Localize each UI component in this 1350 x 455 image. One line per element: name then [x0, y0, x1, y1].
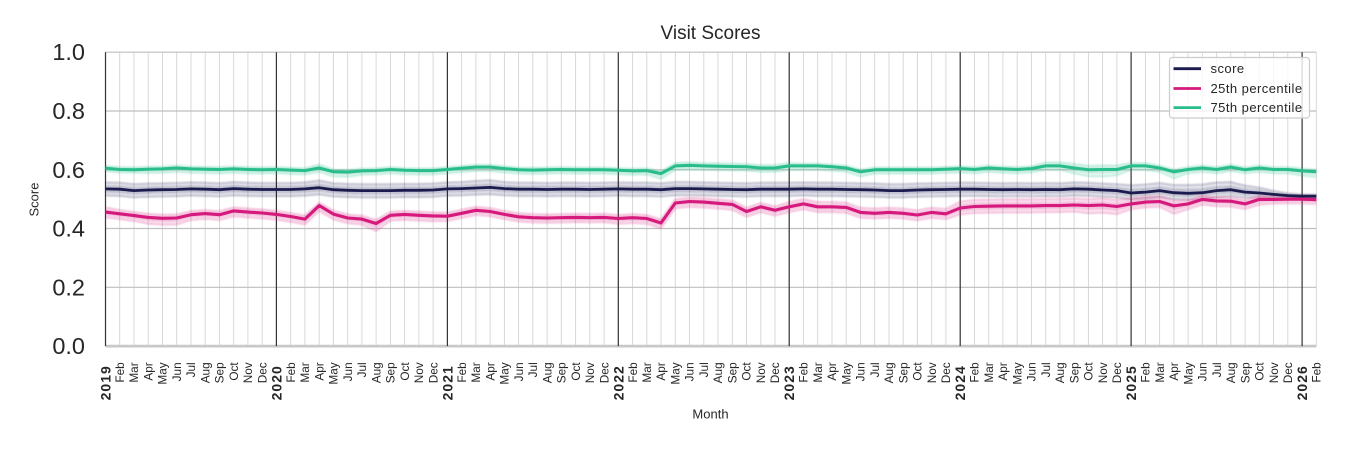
- svg-text:score: score: [1211, 61, 1245, 76]
- svg-text:0.4: 0.4: [52, 216, 85, 242]
- svg-text:Nov: Nov: [412, 362, 426, 383]
- svg-text:2023: 2023: [781, 365, 797, 400]
- svg-text:Sep: Sep: [213, 362, 227, 383]
- svg-text:Sep: Sep: [896, 362, 910, 383]
- svg-text:Nov: Nov: [583, 362, 597, 383]
- svg-text:Sep: Sep: [384, 362, 398, 383]
- svg-text:Jun: Jun: [683, 362, 697, 381]
- svg-text:May: May: [669, 362, 683, 384]
- svg-text:0.8: 0.8: [52, 98, 85, 124]
- svg-text:May: May: [1010, 362, 1024, 384]
- svg-text:Nov: Nov: [754, 362, 768, 383]
- svg-text:Apr: Apr: [825, 362, 839, 380]
- svg-text:Jul: Jul: [526, 362, 540, 377]
- svg-text:Feb: Feb: [968, 362, 982, 383]
- svg-text:Jun: Jun: [1196, 362, 1210, 381]
- svg-text:Visit Scores: Visit Scores: [661, 23, 761, 44]
- svg-text:Nov: Nov: [1267, 362, 1281, 383]
- svg-text:Mar: Mar: [1153, 362, 1167, 382]
- svg-text:Jun: Jun: [854, 362, 868, 381]
- svg-text:2024: 2024: [952, 365, 968, 400]
- svg-text:May: May: [498, 362, 512, 384]
- svg-text:Oct: Oct: [569, 362, 583, 381]
- svg-text:75th percentile: 75th percentile: [1211, 100, 1303, 115]
- svg-text:Jul: Jul: [697, 362, 711, 377]
- svg-text:2021: 2021: [439, 365, 455, 400]
- svg-text:Dec: Dec: [597, 362, 611, 383]
- svg-text:Jun: Jun: [341, 362, 355, 381]
- svg-text:Sep: Sep: [555, 362, 569, 383]
- svg-text:Feb: Feb: [455, 362, 469, 383]
- svg-text:Oct: Oct: [740, 362, 754, 381]
- svg-text:Dec: Dec: [255, 362, 269, 383]
- svg-text:Feb: Feb: [113, 362, 127, 383]
- svg-text:Mar: Mar: [127, 362, 141, 382]
- svg-text:Mar: Mar: [982, 362, 996, 382]
- svg-text:Aug: Aug: [711, 362, 725, 383]
- svg-text:0.6: 0.6: [52, 157, 85, 183]
- svg-text:0.0: 0.0: [52, 333, 85, 359]
- svg-text:Dec: Dec: [768, 362, 782, 383]
- svg-text:Oct: Oct: [398, 362, 412, 381]
- svg-text:Aug: Aug: [198, 362, 212, 383]
- svg-text:Oct: Oct: [1082, 362, 1096, 381]
- svg-text:Jul: Jul: [184, 362, 198, 377]
- svg-text:Sep: Sep: [1067, 362, 1081, 383]
- svg-text:2019: 2019: [98, 365, 114, 400]
- svg-text:Apr: Apr: [1167, 362, 1181, 380]
- svg-text:1.0: 1.0: [52, 39, 85, 65]
- svg-text:Month: Month: [692, 406, 728, 421]
- svg-text:Jul: Jul: [355, 362, 369, 377]
- svg-text:Dec: Dec: [1281, 362, 1295, 383]
- svg-text:Aug: Aug: [1053, 362, 1067, 383]
- svg-text:May: May: [839, 362, 853, 384]
- svg-text:Mar: Mar: [811, 362, 825, 382]
- svg-text:Apr: Apr: [483, 362, 497, 380]
- svg-text:Aug: Aug: [540, 362, 554, 383]
- svg-text:Nov: Nov: [925, 362, 939, 383]
- svg-text:Dec: Dec: [426, 362, 440, 383]
- svg-text:Feb: Feb: [1139, 362, 1153, 383]
- svg-text:Mar: Mar: [298, 362, 312, 382]
- svg-text:Feb: Feb: [1310, 362, 1324, 383]
- svg-text:2022: 2022: [610, 365, 626, 400]
- svg-text:Aug: Aug: [882, 362, 896, 383]
- svg-text:Dec: Dec: [939, 362, 953, 383]
- svg-text:Jun: Jun: [512, 362, 526, 381]
- svg-text:Sep: Sep: [726, 362, 740, 383]
- svg-text:Dec: Dec: [1110, 362, 1124, 383]
- svg-text:Oct: Oct: [1253, 362, 1267, 381]
- svg-text:Nov: Nov: [1096, 362, 1110, 383]
- svg-text:May: May: [327, 362, 341, 384]
- svg-text:Jun: Jun: [1025, 362, 1039, 381]
- svg-text:Apr: Apr: [996, 362, 1010, 380]
- svg-text:May: May: [1181, 362, 1195, 384]
- svg-text:Aug: Aug: [369, 362, 383, 383]
- svg-text:Feb: Feb: [626, 362, 640, 383]
- svg-text:Feb: Feb: [284, 362, 298, 383]
- svg-text:Jul: Jul: [1039, 362, 1053, 377]
- svg-text:Apr: Apr: [312, 362, 326, 380]
- svg-text:Jun: Jun: [170, 362, 184, 381]
- svg-text:Oct: Oct: [911, 362, 925, 381]
- svg-text:2026: 2026: [1294, 365, 1310, 400]
- svg-text:Nov: Nov: [241, 362, 255, 383]
- svg-text:Oct: Oct: [227, 362, 241, 381]
- svg-text:Jul: Jul: [868, 362, 882, 377]
- svg-text:May: May: [156, 362, 170, 384]
- svg-text:2020: 2020: [268, 365, 284, 400]
- svg-text:Jul: Jul: [1210, 362, 1224, 377]
- svg-text:Feb: Feb: [797, 362, 811, 383]
- svg-text:Mar: Mar: [640, 362, 654, 382]
- svg-text:Score: Score: [27, 183, 42, 217]
- svg-text:Apr: Apr: [141, 362, 155, 380]
- svg-text:25th percentile: 25th percentile: [1211, 81, 1303, 96]
- svg-text:Mar: Mar: [469, 362, 483, 382]
- svg-text:Sep: Sep: [1238, 362, 1252, 383]
- svg-text:Apr: Apr: [654, 362, 668, 380]
- svg-text:2025: 2025: [1123, 365, 1139, 400]
- svg-text:Aug: Aug: [1224, 362, 1238, 383]
- svg-text:0.2: 0.2: [52, 274, 85, 300]
